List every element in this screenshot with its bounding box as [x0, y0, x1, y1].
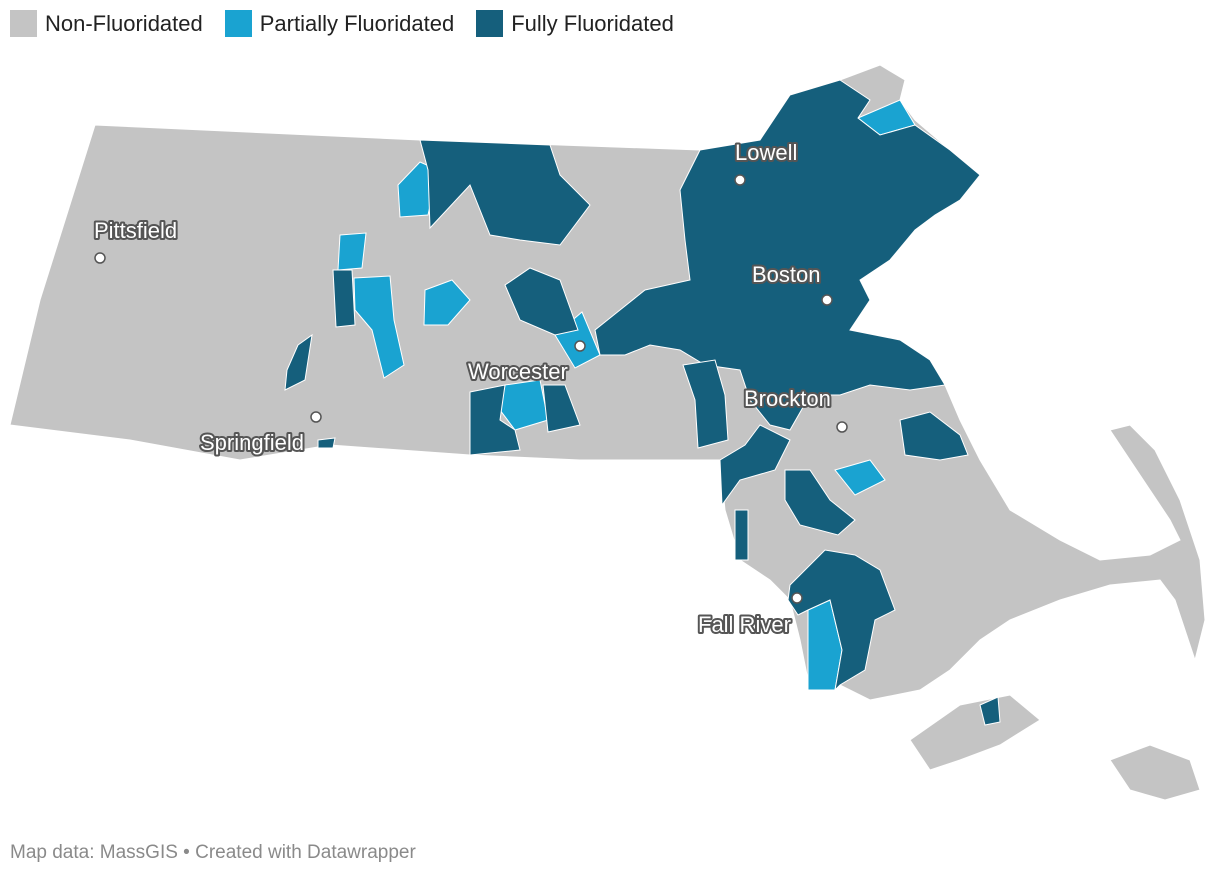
legend-item-fully-fluoridated: Fully Fluoridated	[476, 10, 674, 37]
city-markers	[94, 174, 848, 604]
city-label-pittsfield: Pittsfield	[94, 218, 177, 243]
region-partial	[423, 279, 471, 326]
city-label-fall-river: Fall River	[698, 612, 791, 637]
legend: Non-Fluoridated Partially Fluoridated Fu…	[10, 10, 674, 37]
city-label-worcester: Worcester	[468, 359, 568, 384]
region-full	[469, 384, 521, 456]
legend-swatch-non	[10, 10, 37, 37]
region-full	[419, 139, 591, 246]
region-full	[719, 424, 791, 507]
region-full	[784, 469, 856, 536]
full-regions	[284, 79, 1001, 726]
legend-label-full: Fully Fluoridated	[511, 10, 674, 36]
region-partial	[353, 275, 405, 379]
legend-label-partial: Partially Fluoridated	[259, 10, 455, 36]
legend-item-non-fluoridated: Non-Fluoridated	[10, 10, 203, 37]
island-marthas-vineyard	[909, 694, 1041, 771]
city-marker-lowell	[734, 174, 746, 186]
region-partial	[337, 232, 367, 271]
region-full	[734, 509, 749, 561]
state-mainland	[9, 64, 1206, 701]
region-full	[979, 696, 1001, 726]
city-marker-fall-river	[791, 592, 803, 604]
map-credit: Map data: MassGIS • Created with Datawra…	[10, 842, 416, 863]
city-label-boston: Boston	[752, 262, 821, 287]
region-partial	[834, 459, 886, 496]
city-label-brockton: Brockton	[744, 386, 831, 411]
partial-regions	[337, 99, 916, 691]
region-full	[899, 411, 969, 461]
region-full	[594, 79, 981, 431]
region-full	[317, 437, 336, 449]
city-marker-boston	[821, 294, 833, 306]
legend-swatch-full	[476, 10, 504, 37]
legend-item-partially-fluoridated: Partially Fluoridated	[224, 10, 455, 37]
region-full	[284, 333, 313, 391]
legend-label-non: Non-Fluoridated	[45, 10, 203, 36]
city-label-lowell: Lowell	[735, 140, 797, 165]
region-full	[332, 269, 356, 328]
region-full	[504, 267, 579, 336]
state-base	[9, 64, 1206, 801]
city-marker-springfield	[310, 411, 322, 423]
region-full	[787, 549, 896, 692]
city-labels: Lowell Pittsfield Boston Worcester Brock…	[92, 138, 833, 639]
city-marker-worcester	[574, 340, 586, 352]
legend-swatch-partial	[224, 10, 252, 37]
region-full	[682, 359, 729, 449]
city-marker-brockton	[836, 421, 848, 433]
island-nantucket	[1109, 744, 1201, 801]
city-marker-pittsfield	[94, 252, 106, 264]
city-label-springfield: Springfield	[200, 430, 304, 455]
region-full	[542, 384, 581, 433]
